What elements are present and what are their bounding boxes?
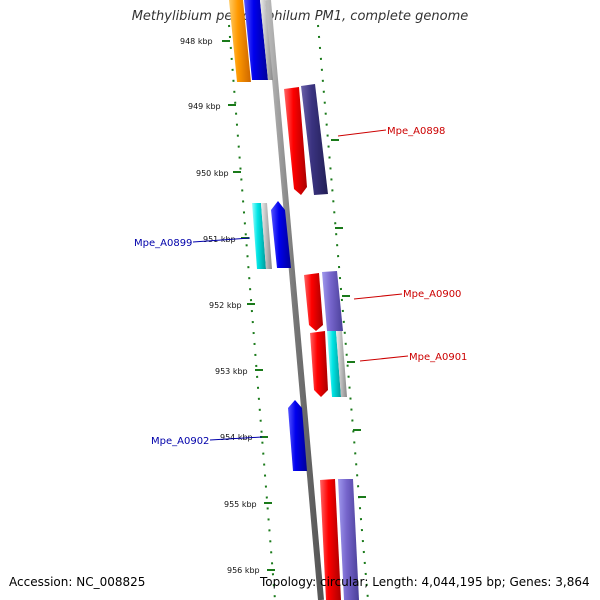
gene-gray-top [260,0,273,80]
tick-label-955: 955 kbp [224,500,257,509]
gene-label-a0898: Mpe_A0898 [387,126,445,137]
genes-forward-strand [284,84,359,600]
gene-cyan-a0899 [252,203,266,269]
gene-blue-a0899 [271,201,291,268]
gene-label-a0901: Mpe_A0901 [409,352,467,363]
gene-label-a0900: Mpe_A0900 [403,289,461,300]
leader-a0899 [192,237,251,243]
gene-red-bottom [320,479,341,600]
label-leaders [192,129,409,441]
leader-a0902 [209,436,263,441]
gene-darkslate-a0898 [301,84,328,195]
map-title: Methylibium petroleiphilum PM1, complete… [131,9,469,24]
genome-backbone [265,0,324,600]
gene-red-a0901 [310,331,328,397]
tick-label-952: 952 kbp [209,301,242,310]
gene-red-a0898 [284,87,307,195]
genome-stats-text: Topology: circular; Length: 4,044,195 bp… [260,575,590,589]
tick-label-950: 950 kbp [196,169,229,178]
gene-slate-a0900 [322,271,343,331]
gene-slate-bottom [338,479,359,600]
tick-label-956: 956 kbp [227,566,260,575]
tick-label-954: 954 kbp [220,433,253,442]
gene-gray-a0901 [336,331,347,397]
gc-content-track-left [228,24,276,600]
gene-red-a0900 [304,273,323,331]
accession-text: Accession: NC_008825 [9,575,146,589]
leader-a0898 [337,129,387,137]
leader-a0901 [359,355,409,362]
leader-a0900 [353,293,403,300]
gene-cyan-a0901 [327,331,341,397]
tick-label-953: 953 kbp [215,367,248,376]
gene-orange [229,0,251,82]
tick-label-949: 949 kbp [188,102,221,111]
gene-blue-a0902 [288,400,307,471]
gene-label-a0902: Mpe_A0902 [151,436,209,447]
gene-labels: Mpe_A0898 Mpe_A0899 Mpe_A0900 Mpe_A0901 … [134,126,467,447]
gene-gray-a0899 [261,203,272,269]
ruler: 948 kbp 949 kbp 950 kbp 951 kbp 952 kbp … [180,37,260,575]
tick-label-951: 951 kbp [203,235,236,244]
gene-label-a0899: Mpe_A0899 [134,238,192,249]
tick-label-948: 948 kbp [180,37,213,46]
genes-reverse-strand [229,0,307,471]
